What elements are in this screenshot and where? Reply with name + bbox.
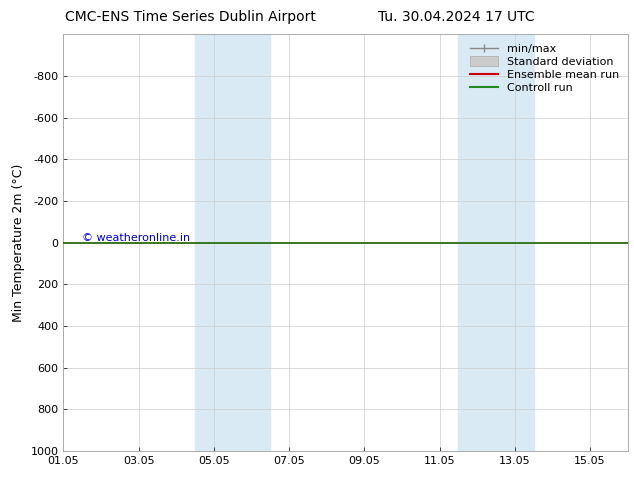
Text: Tu. 30.04.2024 17 UTC: Tu. 30.04.2024 17 UTC — [378, 10, 535, 24]
Text: CMC-ENS Time Series Dublin Airport: CMC-ENS Time Series Dublin Airport — [65, 10, 316, 24]
Bar — [458, 34, 534, 451]
Y-axis label: Min Temperature 2m (°C): Min Temperature 2m (°C) — [12, 163, 25, 322]
Legend: min/max, Standard deviation, Ensemble mean run, Controll run: min/max, Standard deviation, Ensemble me… — [467, 40, 622, 97]
Bar — [195, 34, 270, 451]
Text: © weatheronline.in: © weatheronline.in — [82, 233, 190, 243]
